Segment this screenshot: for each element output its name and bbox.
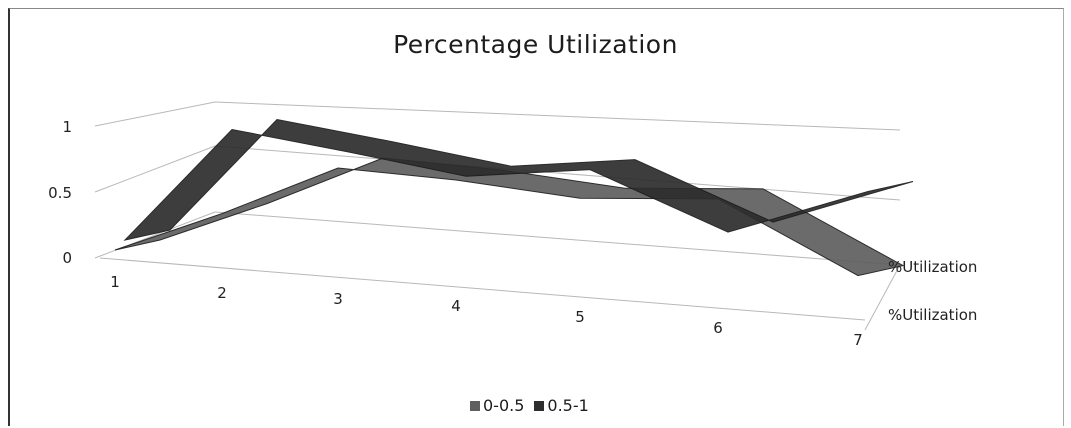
gridline [864, 264, 901, 331]
chart-title: Percentage Utilization [393, 30, 678, 59]
grid-lines [94, 101, 901, 331]
depth-label: %Utilization [888, 306, 977, 324]
series-surfaces [114, 118, 914, 277]
y-axis-ticks: 00.51 [48, 118, 72, 267]
gridline [94, 145, 216, 193]
gridline [214, 101, 901, 131]
series-surface-0-0.5 [114, 157, 905, 277]
gridline [214, 145, 901, 201]
gridline [214, 211, 901, 266]
x-tick-label: 7 [853, 331, 863, 349]
chart-frame [8, 8, 1064, 426]
y-tick-label: 0 [62, 249, 72, 267]
x-tick-label: 4 [451, 297, 461, 315]
series-surface-0.5-1 [123, 118, 914, 241]
legend-item: 0-0.5 [470, 396, 524, 415]
x-axis-ticks: 1 2 3 4 5 6 7 [110, 273, 863, 349]
legend-swatch [470, 400, 480, 411]
y-tick-label: 1 [62, 118, 72, 136]
legend-label: 0-0.5 [483, 396, 525, 415]
legend-item: 0.5-1 [534, 396, 589, 415]
depth-axis-labels: %Utilization %Utilization [888, 258, 977, 324]
legend: 0-0.5 0.5-1 [470, 396, 589, 415]
gridline [94, 211, 216, 259]
legend-label: 0.5-1 [547, 396, 589, 415]
gridline [94, 101, 216, 127]
legend-swatch [534, 400, 545, 411]
y-tick-label: 0.5 [48, 184, 72, 202]
depth-label: %Utilization [888, 258, 977, 276]
x-tick-label: 6 [713, 319, 723, 337]
x-tick-label: 1 [110, 273, 120, 291]
x-tick-label: 2 [217, 284, 227, 302]
x-tick-label: 3 [333, 290, 343, 308]
gridline [99, 257, 866, 321]
x-tick-label: 5 [575, 308, 585, 326]
